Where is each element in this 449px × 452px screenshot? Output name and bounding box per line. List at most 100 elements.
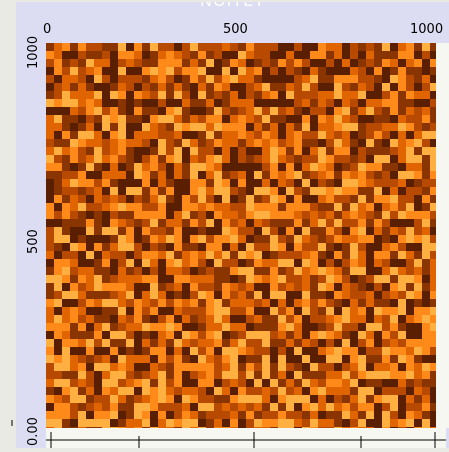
heatmap-cell xyxy=(302,355,310,363)
heatmap-cell xyxy=(310,195,318,203)
heatmap-cell xyxy=(142,419,150,427)
heatmap-cell xyxy=(174,251,182,259)
heatmap-cell xyxy=(414,403,422,411)
heatmap-cell xyxy=(246,203,254,211)
heatmap-cell xyxy=(134,43,142,51)
heatmap-cell xyxy=(254,283,262,291)
heatmap-cell xyxy=(302,59,310,67)
heatmap-cell xyxy=(158,387,166,395)
heatmap-cell xyxy=(302,99,310,107)
heatmap-cell xyxy=(270,43,278,51)
heatmap-cell xyxy=(118,195,126,203)
heatmap-cell xyxy=(430,291,436,299)
heatmap-cell xyxy=(94,139,102,147)
heatmap-cell xyxy=(94,427,102,428)
heatmap-cell xyxy=(102,387,110,395)
heatmap-cell xyxy=(366,347,374,355)
heatmap-cell xyxy=(190,251,198,259)
heatmap-cell xyxy=(158,275,166,283)
heatmap-cell xyxy=(254,371,262,379)
heatmap-cell xyxy=(142,315,150,323)
heatmap-cell xyxy=(334,187,342,195)
heatmap-cell xyxy=(422,315,430,323)
heatmap-cell xyxy=(70,395,78,403)
heatmap-cell xyxy=(270,51,278,59)
heatmap-cell xyxy=(342,235,350,243)
heatmap-cell xyxy=(46,187,54,195)
heatmap-cell xyxy=(86,387,94,395)
heatmap-cell xyxy=(310,59,318,67)
heatmap-cell xyxy=(230,379,238,387)
heatmap-cell xyxy=(118,315,126,323)
heatmap-cell xyxy=(222,91,230,99)
heatmap-cell xyxy=(166,347,174,355)
heatmap-cell xyxy=(54,299,62,307)
heatmap-cell xyxy=(430,379,436,387)
heatmap-cell xyxy=(238,243,246,251)
heatmap-cell xyxy=(198,155,206,163)
heatmap-cell xyxy=(398,91,406,99)
heatmap-cell xyxy=(310,299,318,307)
heatmap-cell xyxy=(214,395,222,403)
heatmap-cell xyxy=(214,235,222,243)
heatmap-cell xyxy=(46,115,54,123)
heatmap-cell xyxy=(390,427,398,428)
heatmap-cell xyxy=(294,331,302,339)
heatmap-cell xyxy=(198,363,206,371)
heatmap-cell xyxy=(414,227,422,235)
heatmap-cell xyxy=(358,203,366,211)
heatmap-cell xyxy=(134,203,142,211)
heatmap-plot[interactable] xyxy=(46,43,436,428)
heatmap-cell xyxy=(150,299,158,307)
heatmap-cell xyxy=(294,195,302,203)
heatmap-cell xyxy=(230,387,238,395)
heatmap-cell xyxy=(238,339,246,347)
heatmap-cell xyxy=(270,411,278,419)
heatmap-cell xyxy=(270,123,278,131)
heatmap-cell xyxy=(350,283,358,291)
heatmap-cell xyxy=(94,419,102,427)
heatmap-cell xyxy=(222,163,230,171)
heatmap-cell xyxy=(54,427,62,428)
heatmap-cell xyxy=(398,107,406,115)
heatmap-cell xyxy=(238,107,246,115)
heatmap-cell xyxy=(294,171,302,179)
heatmap-cell xyxy=(102,315,110,323)
heatmap-cell xyxy=(54,83,62,91)
heatmap-cell xyxy=(150,155,158,163)
heatmap-cell xyxy=(326,363,334,371)
heatmap-cell xyxy=(70,75,78,83)
heatmap-cell xyxy=(190,115,198,123)
heatmap-cell xyxy=(286,259,294,267)
heatmap-cell xyxy=(350,219,358,227)
heatmap-cell xyxy=(118,259,126,267)
heatmap-cell xyxy=(190,283,198,291)
heatmap-cell xyxy=(382,267,390,275)
heatmap-cell xyxy=(86,131,94,139)
heatmap-cell xyxy=(302,163,310,171)
heatmap-cell xyxy=(294,403,302,411)
heatmap-cell xyxy=(198,131,206,139)
heatmap-cell xyxy=(158,251,166,259)
heatmap-cell xyxy=(254,323,262,331)
heatmap-cell xyxy=(70,275,78,283)
heatmap-cell xyxy=(46,211,54,219)
heatmap-cell xyxy=(374,379,382,387)
heatmap-cell xyxy=(422,267,430,275)
heatmap-cell xyxy=(110,107,118,115)
heatmap-cell xyxy=(302,243,310,251)
heatmap-cell xyxy=(118,387,126,395)
heatmap-cell xyxy=(374,387,382,395)
heatmap-cell xyxy=(190,211,198,219)
heatmap-cell xyxy=(334,91,342,99)
heatmap-cell xyxy=(238,251,246,259)
heatmap-cell xyxy=(126,307,134,315)
heatmap-cell xyxy=(190,59,198,67)
heatmap-cell xyxy=(46,355,54,363)
heatmap-cell xyxy=(46,43,54,51)
heatmap-cell xyxy=(390,67,398,75)
heatmap-cell xyxy=(238,403,246,411)
heatmap-cell xyxy=(142,339,150,347)
heatmap-cell xyxy=(230,235,238,243)
heatmap-cell xyxy=(134,267,142,275)
